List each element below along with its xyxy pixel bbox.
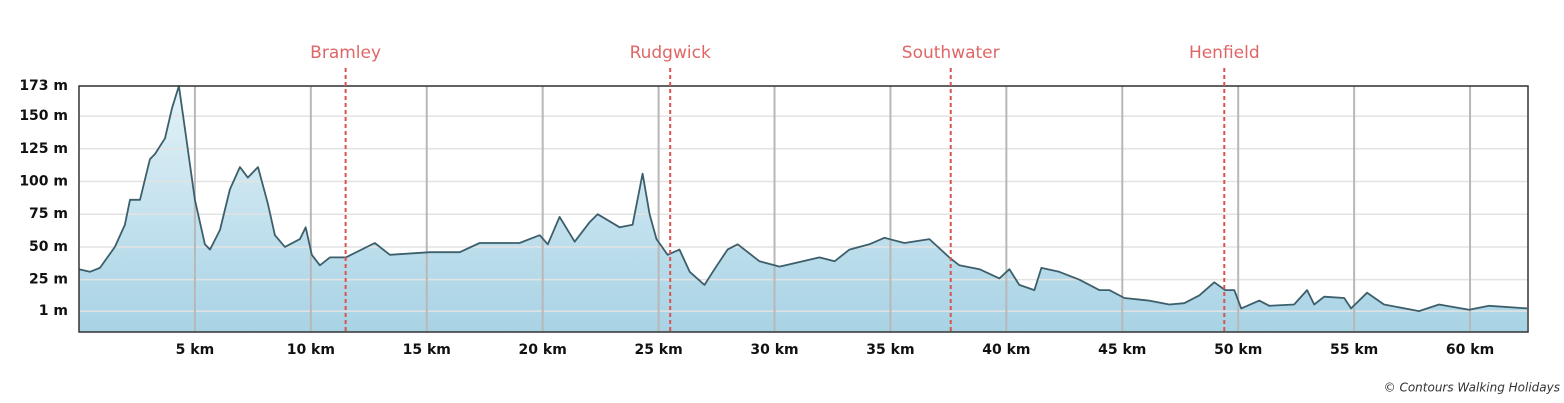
credit: © Contours Walking Holidays — [1384, 381, 1560, 395]
y-tick-label: 173 m — [19, 78, 68, 94]
x-tick-label: 35 km — [866, 342, 914, 358]
x-tick-label: 5 km — [176, 342, 215, 358]
area-fill — [79, 86, 1528, 332]
y-tick-label: 125 m — [19, 141, 68, 157]
town-label: Southwater — [902, 43, 1000, 63]
x-tick-label: 50 km — [1214, 342, 1262, 358]
x-tick-label: 20 km — [519, 342, 567, 358]
x-tick-label: 45 km — [1098, 342, 1146, 358]
x-tick-label: 25 km — [634, 342, 682, 358]
plot-border — [78, 85, 1529, 333]
x-tick-label: 30 km — [750, 342, 798, 358]
x-tick-label: 40 km — [982, 342, 1030, 358]
y-tick-label: 75 m — [29, 206, 68, 222]
x-tick-label: 55 km — [1330, 342, 1378, 358]
y-tick-label: 100 m — [19, 174, 68, 190]
x-tick-label: 10 km — [287, 342, 335, 358]
x-tick-label: 15 km — [403, 342, 451, 358]
y-tick-label: 50 m — [29, 239, 68, 255]
town-label: Henfield — [1189, 43, 1260, 63]
x-tick-label: 60 km — [1446, 342, 1494, 358]
elevation-line — [78, 85, 1528, 312]
town-label: Rudgwick — [630, 43, 711, 63]
y-tick-label: 150 m — [19, 108, 68, 124]
y-tick-label: 25 m — [29, 272, 68, 288]
y-tick-label: 1 m — [39, 303, 68, 319]
town-label: Bramley — [310, 43, 381, 63]
